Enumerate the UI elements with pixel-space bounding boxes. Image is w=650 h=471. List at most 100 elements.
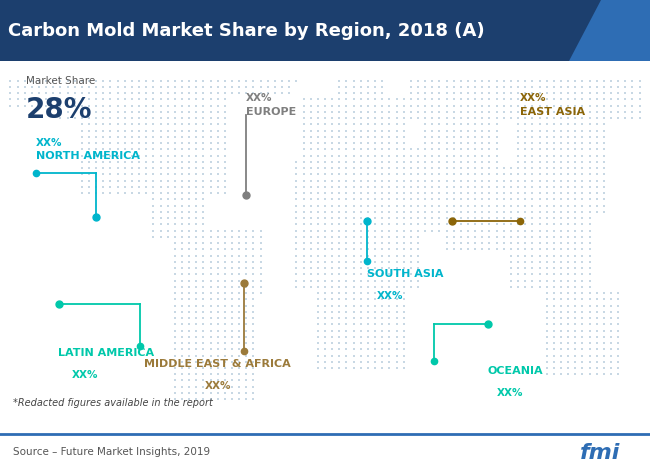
Point — [513, 195, 523, 203]
Point — [470, 208, 480, 216]
Point — [541, 102, 552, 109]
Point — [391, 233, 402, 241]
Point — [563, 214, 573, 222]
Point — [127, 77, 137, 84]
Point — [91, 146, 101, 153]
Point — [599, 152, 609, 159]
Point — [527, 227, 538, 235]
Point — [198, 152, 209, 159]
Point — [520, 77, 530, 84]
Point — [213, 295, 223, 303]
Point — [391, 146, 402, 153]
Point — [584, 83, 595, 91]
Point — [563, 164, 573, 172]
Point — [298, 264, 309, 272]
Point — [520, 146, 530, 153]
Point — [334, 270, 345, 278]
Point — [563, 270, 573, 278]
Point — [348, 108, 359, 116]
Point — [348, 308, 359, 316]
Point — [205, 146, 216, 153]
Point — [198, 364, 209, 372]
Point — [592, 164, 602, 172]
Point — [170, 139, 180, 147]
Point — [570, 195, 580, 203]
Point — [220, 83, 230, 91]
Point — [27, 89, 37, 97]
Point — [227, 302, 237, 309]
Point — [549, 352, 559, 359]
Point — [177, 202, 187, 210]
Point — [170, 327, 180, 334]
Point — [327, 346, 337, 353]
Point — [491, 89, 502, 97]
Point — [306, 233, 316, 241]
Point — [577, 208, 588, 216]
Point — [184, 121, 194, 128]
Point — [20, 96, 30, 103]
Point — [534, 258, 545, 266]
Point — [84, 158, 94, 166]
Point — [205, 289, 216, 297]
Point — [127, 139, 137, 147]
Point — [127, 171, 137, 178]
Point — [556, 177, 566, 184]
Point — [141, 96, 151, 103]
Point — [306, 108, 316, 116]
Point — [520, 177, 530, 184]
Point — [105, 133, 116, 141]
Point — [391, 227, 402, 235]
Point — [91, 164, 101, 172]
Point — [155, 164, 166, 172]
Point — [134, 102, 144, 109]
Point — [248, 333, 259, 341]
Point — [577, 177, 588, 184]
Point — [363, 302, 373, 309]
Point — [356, 364, 366, 372]
Point — [162, 152, 173, 159]
Point — [534, 283, 545, 291]
Point — [341, 264, 352, 272]
Point — [234, 227, 244, 235]
Point — [248, 283, 259, 291]
Point — [456, 133, 466, 141]
Point — [413, 258, 423, 266]
Point — [155, 121, 166, 128]
Point — [448, 108, 459, 116]
Point — [327, 314, 337, 322]
Point — [227, 252, 237, 260]
Point — [541, 352, 552, 359]
Point — [513, 239, 523, 247]
Point — [420, 77, 430, 84]
Point — [456, 171, 466, 178]
Point — [220, 121, 230, 128]
Point — [577, 283, 588, 291]
Point — [220, 377, 230, 384]
Point — [234, 396, 244, 403]
Point — [356, 270, 366, 278]
Point — [12, 96, 23, 103]
Point — [120, 108, 130, 116]
Point — [556, 208, 566, 216]
Point — [170, 346, 180, 353]
Point — [298, 239, 309, 247]
Point — [549, 295, 559, 303]
Point — [234, 83, 244, 91]
Point — [177, 245, 187, 253]
Point — [234, 389, 244, 397]
Point — [313, 339, 323, 347]
Point — [370, 327, 380, 334]
Point — [227, 314, 237, 322]
Point — [270, 89, 280, 97]
Point — [406, 96, 416, 103]
Point — [191, 127, 202, 134]
Point — [306, 139, 316, 147]
Point — [298, 189, 309, 197]
Point — [563, 121, 573, 128]
Point — [334, 77, 345, 84]
Point — [306, 96, 316, 103]
Point — [198, 146, 209, 153]
Point — [205, 389, 216, 397]
Point — [205, 396, 216, 403]
Point — [220, 308, 230, 316]
